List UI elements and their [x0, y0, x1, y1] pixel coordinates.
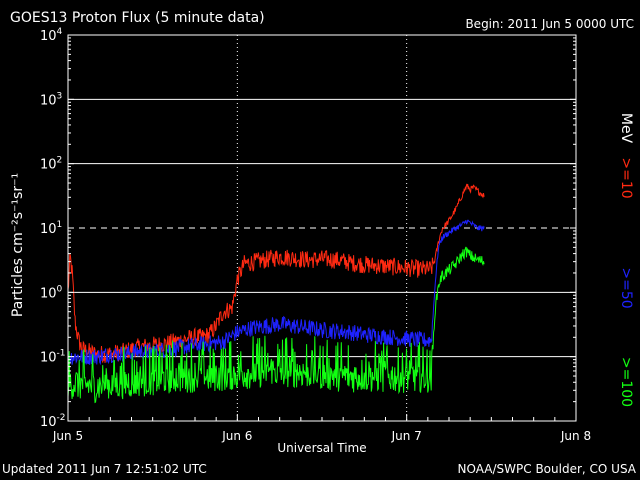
y-tick-exponent: 0: [57, 284, 63, 294]
y-axis-label: Particles cm⁻²s⁻¹sr⁻¹: [10, 173, 26, 317]
updated-time: Updated 2011 Jun 7 12:51:02 UTC: [2, 462, 207, 476]
x-tick-label: Jun 5: [52, 429, 83, 443]
x-tick-label: Jun 6: [221, 429, 252, 443]
legend-label-s10: >=10: [618, 157, 634, 198]
credit: NOAA/SWPC Boulder, CO USA: [458, 462, 637, 476]
series-line-s10: [67, 183, 485, 363]
energy-legend: >=10 >=50 >=100 MeV: [618, 113, 634, 407]
x-axis-label: Universal Time: [277, 441, 366, 455]
chart-title: GOES13 Proton Flux (5 minute data): [10, 10, 265, 26]
legend-unit: MeV: [618, 113, 634, 144]
series-line-s50: [67, 219, 485, 366]
series-layer: [67, 183, 485, 404]
gridlines: [68, 35, 576, 421]
series-line-s100: [67, 246, 485, 404]
x-tick-label: Jun 8: [560, 429, 591, 443]
x-tick-label: Jun 7: [391, 429, 422, 443]
y-tick-exponent: 2: [57, 156, 63, 166]
begin-time: Begin: 2011 Jun 5 0000 UTC: [465, 17, 634, 31]
y-tick-exponent: -1: [57, 349, 66, 359]
y-tick-exponent: 1: [57, 220, 63, 230]
y-tick-exponent: 4: [57, 27, 63, 37]
y-tick-exponent: 3: [57, 91, 63, 101]
legend-label-s50: >=50: [618, 267, 634, 308]
y-tick-exponent: -2: [57, 413, 66, 423]
legend-label-s100: >=100: [618, 357, 634, 407]
